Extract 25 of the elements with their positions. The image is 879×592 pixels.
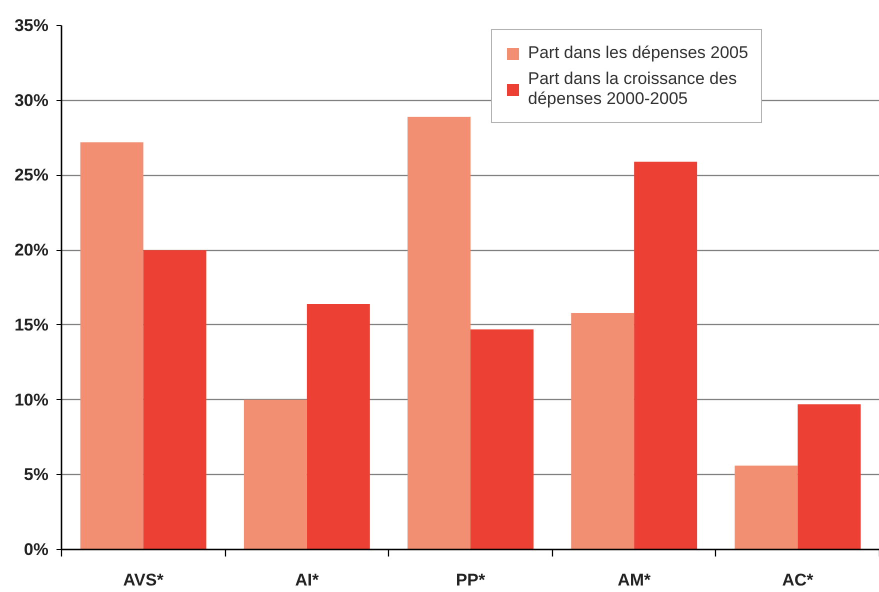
y-tick-label: 5% [24,465,49,484]
bar [408,116,470,550]
bar [244,400,307,550]
x-tick-label: AM* [618,570,652,590]
bar [634,162,698,550]
x-tick-label: AVS* [123,570,164,590]
bar [470,329,534,550]
y-tick-label: 30% [14,90,49,110]
bar [80,142,144,550]
y-tick-label: 10% [14,390,49,410]
bar [306,304,370,550]
legend-label: Part dans la croissance des dépenses 2000-2005 [528,69,737,109]
y-tick-label: 20% [14,240,49,260]
bar [798,404,861,550]
legend-label: Part dans les dépenses 2005 [528,43,748,63]
x-tick-label: AI* [295,570,320,590]
y-tick-label: 35% [14,16,49,35]
y-tick-label: 0% [24,540,49,559]
bar [734,466,798,550]
y-tick-label: 25% [14,166,49,185]
y-tick-label: 15% [14,315,49,334]
x-tick-label: AC* [782,570,814,590]
bar [143,250,206,550]
bar [571,312,634,550]
x-tick-label: PP* [456,570,486,590]
